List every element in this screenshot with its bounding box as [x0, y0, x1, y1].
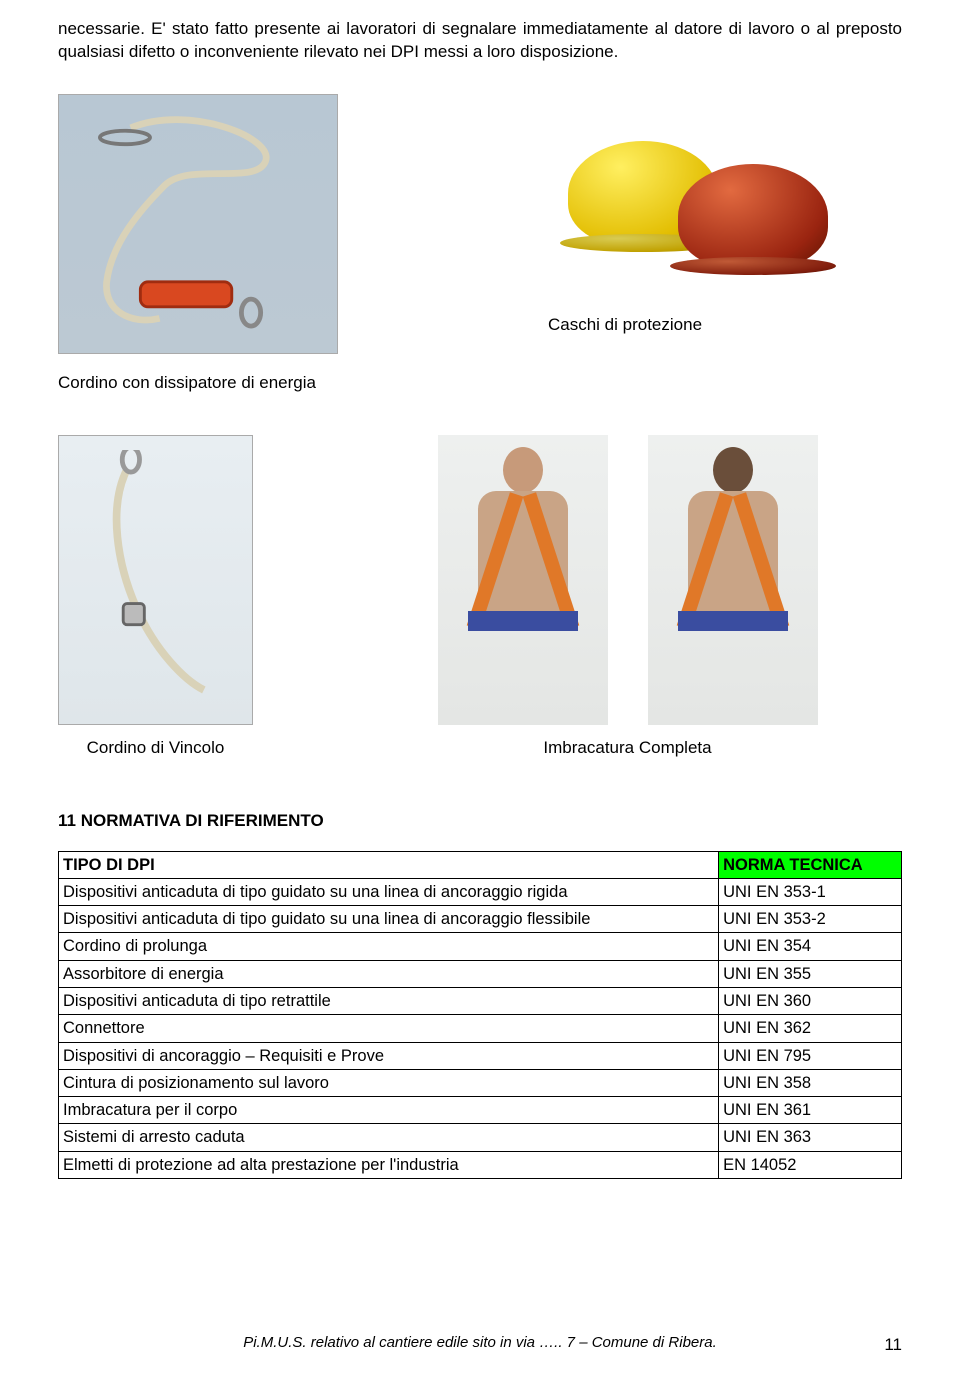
footer-text: Pi.M.U.S. relativo al cantiere edile sit… — [243, 1333, 717, 1353]
cell-tipo: Cordino di prolunga — [59, 933, 719, 960]
table-row: Cintura di posizionamento sul lavoroUNI … — [59, 1069, 902, 1096]
intro-paragraph: necessarie. E' stato fatto presente ai l… — [58, 18, 902, 64]
cell-tipo: Dispositivi anticaduta di tipo guidato s… — [59, 906, 719, 933]
cell-tipo: Elmetti di protezione ad alta prestazion… — [59, 1151, 719, 1178]
harness-front — [438, 435, 608, 725]
figure-cordino-vincolo — [58, 435, 253, 725]
table-row: Dispositivi anticaduta di tipo guidato s… — [59, 906, 902, 933]
dpi-table: TIPO DI DPI NORMA TECNICA Dispositivi an… — [58, 851, 902, 1179]
figure-cordino-dissipatore — [58, 94, 338, 354]
cell-tipo: Sistemi di arresto caduta — [59, 1124, 719, 1151]
cell-tipo: Assorbitore di energia — [59, 960, 719, 987]
cell-norma: UNI EN 795 — [719, 1042, 902, 1069]
caption-cordino-dissipatore: Cordino con dissipatore di energia — [58, 372, 902, 395]
cell-norma: UNI EN 354 — [719, 933, 902, 960]
harness-back — [648, 435, 818, 725]
figure-helmets — [548, 104, 848, 284]
table-row: Elmetti di protezione ad alta prestazion… — [59, 1151, 902, 1178]
cell-norma: UNI EN 363 — [719, 1124, 902, 1151]
cell-tipo: Cintura di posizionamento sul lavoro — [59, 1069, 719, 1096]
figure-imbracatura — [353, 435, 902, 725]
cell-norma: UNI EN 353-1 — [719, 878, 902, 905]
table-row: Imbracatura per il corpoUNI EN 361 — [59, 1097, 902, 1124]
cordino-vincolo-illustration — [69, 450, 243, 709]
table-row: Sistemi di arresto cadutaUNI EN 363 — [59, 1124, 902, 1151]
cell-tipo: Dispositivi di ancoraggio – Requisiti e … — [59, 1042, 719, 1069]
cell-tipo: Connettore — [59, 1015, 719, 1042]
cell-norma: EN 14052 — [719, 1151, 902, 1178]
table-row: Assorbitore di energiaUNI EN 355 — [59, 960, 902, 987]
table-header-tipo: TIPO DI DPI — [59, 851, 719, 878]
figure-row-1: Caschi di protezione — [58, 94, 902, 354]
table-row: Cordino di prolungaUNI EN 354 — [59, 933, 902, 960]
table-row: Dispositivi anticaduta di tipo guidato s… — [59, 878, 902, 905]
helmet-red — [678, 164, 828, 269]
caption-imbracatura: Imbracatura Completa — [353, 737, 902, 760]
table-row: Dispositivi di ancoraggio – Requisiti e … — [59, 1042, 902, 1069]
cell-norma: UNI EN 361 — [719, 1097, 902, 1124]
cordino-dissipatore-illustration — [73, 108, 323, 340]
cell-norma: UNI EN 353-2 — [719, 906, 902, 933]
table-row: Dispositivi anticaduta di tipo retrattil… — [59, 988, 902, 1015]
captions-row-2: Cordino di Vincolo Imbracatura Completa — [58, 737, 902, 760]
section-title-normativa: 11 NORMATIVA DI RIFERIMENTO — [58, 810, 902, 833]
figure-row-2 — [58, 435, 902, 725]
table-header-norma: NORMA TECNICA — [719, 851, 902, 878]
cell-norma: UNI EN 360 — [719, 988, 902, 1015]
page-footer: Pi.M.U.S. relativo al cantiere edile sit… — [58, 1333, 902, 1353]
cell-norma: UNI EN 362 — [719, 1015, 902, 1042]
cell-norma: UNI EN 355 — [719, 960, 902, 987]
table-header-row: TIPO DI DPI NORMA TECNICA — [59, 851, 902, 878]
caption-cordino-vincolo: Cordino di Vincolo — [58, 737, 253, 760]
cell-tipo: Dispositivi anticaduta di tipo guidato s… — [59, 878, 719, 905]
cell-norma: UNI EN 358 — [719, 1069, 902, 1096]
cell-tipo: Dispositivi anticaduta di tipo retrattil… — [59, 988, 719, 1015]
table-row: ConnettoreUNI EN 362 — [59, 1015, 902, 1042]
cell-tipo: Imbracatura per il corpo — [59, 1097, 719, 1124]
page-number: 11 — [884, 1334, 902, 1357]
caption-caschi: Caschi di protezione — [548, 314, 902, 337]
